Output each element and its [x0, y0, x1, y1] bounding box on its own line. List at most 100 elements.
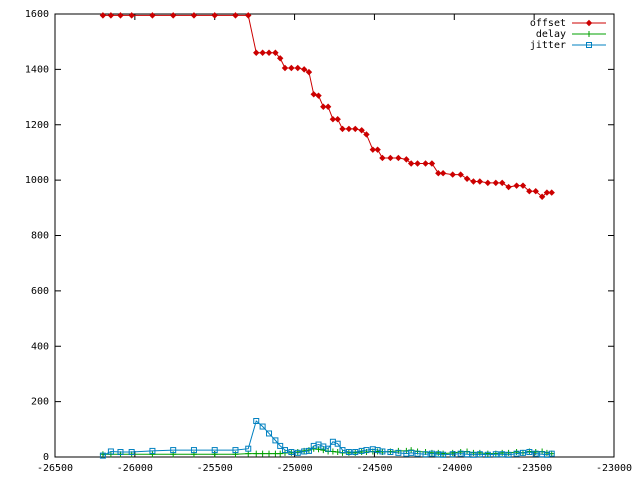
marker: [288, 449, 295, 456]
marker: [422, 160, 429, 167]
y-tick-label: 400: [31, 341, 49, 352]
marker: [403, 156, 410, 163]
marker: [170, 447, 177, 454]
marker: [435, 169, 442, 177]
marker: [281, 64, 289, 72]
marker: [464, 451, 471, 458]
marker: [128, 12, 135, 19]
marker: [232, 12, 239, 19]
x-tick-label: -24500: [356, 463, 392, 474]
marker: [232, 447, 239, 454]
marker: [149, 447, 156, 454]
marker: [363, 131, 370, 138]
y-tick-label: 1000: [25, 175, 49, 186]
marker: [440, 451, 447, 458]
marker: [266, 430, 273, 437]
x-tick-label: -26000: [117, 463, 153, 474]
marker: [329, 116, 337, 123]
marker: [470, 451, 477, 458]
marker: [245, 445, 252, 452]
marker: [345, 125, 353, 133]
marker: [369, 146, 377, 153]
marker: [190, 447, 197, 454]
marker: [305, 68, 313, 76]
marker: [245, 12, 252, 19]
y-tick-label: 800: [31, 231, 49, 242]
marker: [457, 450, 464, 457]
marker: [505, 451, 512, 458]
marker: [107, 12, 115, 19]
marker: [259, 450, 266, 457]
marker: [149, 451, 156, 458]
plot-frame: [54, 13, 615, 458]
marker: [532, 450, 539, 457]
marker: [374, 146, 381, 153]
marker: [457, 171, 464, 178]
marker: [476, 178, 484, 185]
legend-label: offset: [530, 18, 566, 29]
marker: [505, 183, 512, 191]
marker: [484, 179, 492, 187]
x-tick-label: -25500: [197, 463, 233, 474]
marker: [586, 31, 592, 37]
y-tick-label: 1200: [25, 120, 49, 131]
marker: [408, 449, 415, 456]
marker: [325, 445, 332, 452]
marker: [449, 171, 456, 178]
marker: [334, 116, 341, 123]
marker: [190, 12, 198, 19]
marker: [428, 450, 435, 457]
marker: [586, 42, 592, 48]
marker: [117, 449, 124, 456]
marker: [484, 451, 491, 458]
marker: [379, 448, 386, 455]
marker: [320, 103, 327, 110]
marker: [277, 442, 284, 449]
legend-label: jitter: [530, 40, 566, 51]
marker: [253, 450, 260, 457]
marker: [492, 451, 499, 458]
y-tick-label: 1600: [25, 9, 49, 20]
marker: [358, 127, 365, 134]
marker: [585, 19, 593, 27]
marker: [107, 448, 114, 455]
x-tick-label: -23000: [596, 463, 632, 474]
marker: [498, 179, 506, 187]
marker: [526, 187, 533, 195]
marker: [449, 451, 456, 458]
marker: [305, 447, 312, 454]
marker: [253, 49, 260, 56]
marker: [548, 450, 555, 457]
marker: [414, 160, 421, 167]
marker: [310, 91, 317, 98]
marker: [300, 66, 308, 73]
x-tick-label: -23500: [516, 463, 552, 474]
marker: [414, 450, 421, 457]
marker: [294, 449, 301, 456]
marker: [294, 64, 301, 72]
marker: [470, 178, 477, 185]
marker: [324, 103, 332, 110]
marker: [526, 449, 533, 456]
marker: [253, 418, 260, 425]
marker: [395, 449, 402, 456]
marker: [277, 450, 284, 457]
marker: [99, 452, 106, 459]
y-tick-label: 1400: [25, 64, 49, 75]
marker: [99, 12, 107, 19]
marker: [543, 189, 551, 196]
y-tick-label: 200: [31, 397, 49, 408]
marker: [352, 449, 359, 456]
marker: [149, 12, 156, 19]
marker: [259, 423, 266, 430]
marker: [211, 12, 218, 19]
marker: [259, 49, 266, 56]
marker: [339, 125, 346, 133]
marker: [128, 449, 135, 456]
marker: [266, 450, 273, 457]
marker: [513, 182, 520, 189]
marker: [339, 447, 346, 454]
marker: [422, 451, 429, 458]
marker: [315, 92, 322, 99]
